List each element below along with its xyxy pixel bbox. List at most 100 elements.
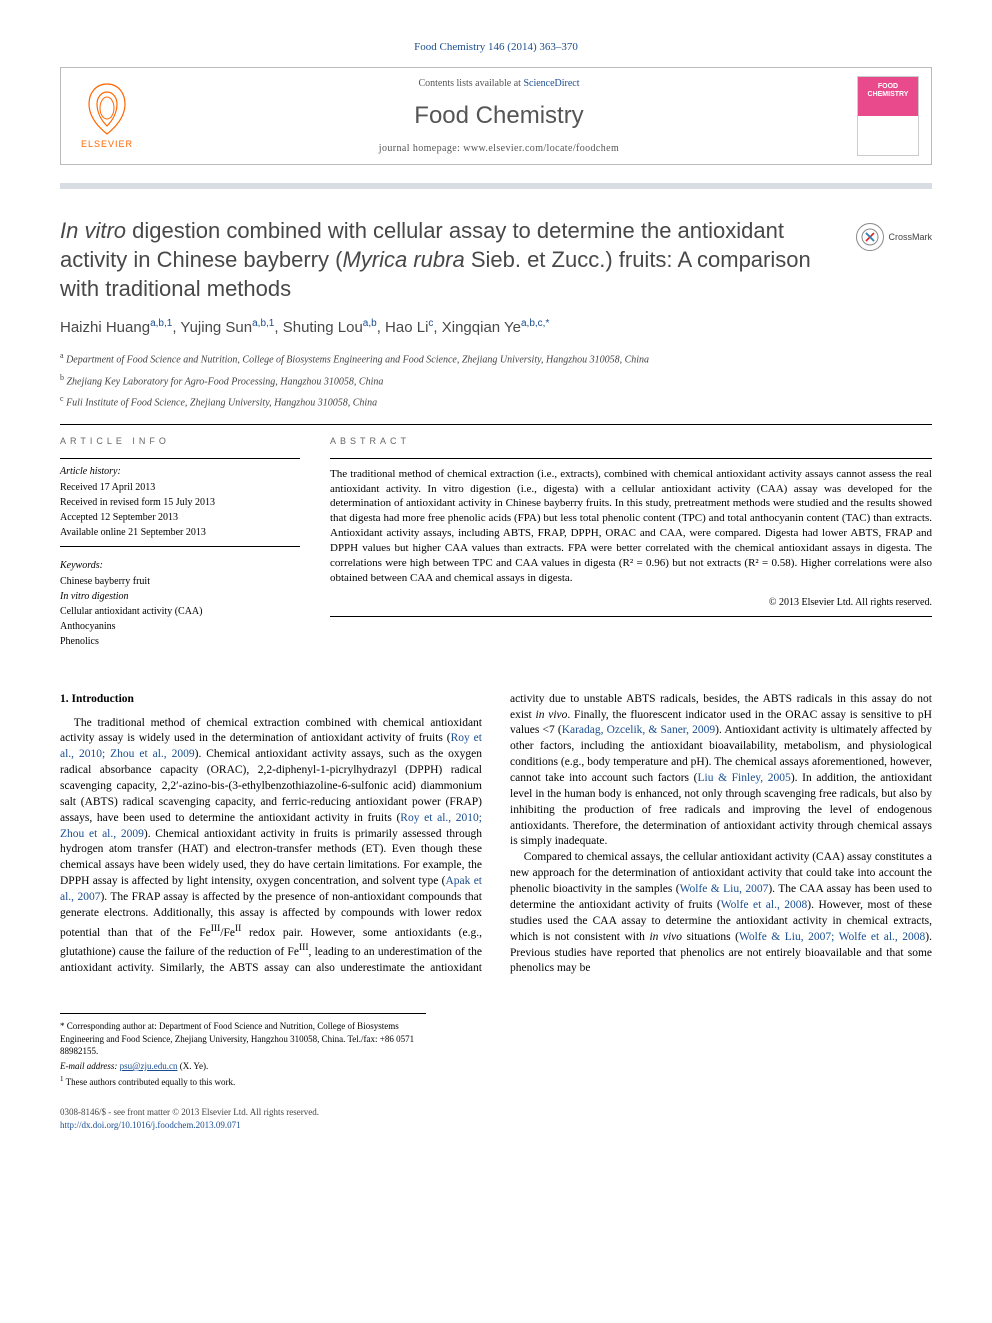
footnote-sup: 1: [60, 1075, 64, 1083]
cover-text-2: CHEMISTRY: [868, 91, 909, 99]
doi-link[interactable]: http://dx.doi.org/10.1016/j.foodchem.201…: [60, 1120, 241, 1130]
info-rule: [60, 458, 300, 459]
bottom-bar: 0308-8146/$ - see front matter © 2013 El…: [60, 1106, 932, 1131]
abstract-head: abstract: [330, 435, 932, 448]
footnote-block: * Corresponding author at: Department of…: [60, 1013, 426, 1088]
email-line: E-mail address: psu@zju.edu.cn (X. Ye).: [60, 1060, 426, 1073]
aff-sup: c: [60, 394, 64, 403]
italic-run: in vivo: [536, 709, 568, 721]
authors-line: Haizhi Huanga,b,1, Yujing Suna,b,1, Shut…: [60, 317, 932, 338]
elsevier-logo-text: ELSEVIER: [81, 138, 133, 151]
aff-text: Fuli Institute of Food Science, Zhejiang…: [66, 397, 377, 408]
homepage-label: journal homepage:: [379, 143, 463, 154]
journal-homepage: journal homepage: www.elsevier.com/locat…: [155, 142, 843, 156]
abstract-col: abstract The traditional method of chemi…: [330, 435, 932, 650]
intro-para-2: Compared to chemical assays, the cellula…: [510, 850, 932, 977]
footnote-text: These authors contributed equally to thi…: [66, 1077, 236, 1087]
doi-line: http://dx.doi.org/10.1016/j.foodchem.201…: [60, 1119, 932, 1132]
history-label: Article history:: [60, 465, 300, 479]
body-columns: 1. Introduction The traditional method o…: [60, 692, 932, 977]
contents-lists-line: Contents lists available at ScienceDirec…: [155, 77, 843, 91]
citation[interactable]: Wolfe et al., 2008: [721, 899, 808, 911]
history-revised: Received in revised form 15 July 2013: [60, 496, 300, 510]
author-name: Hao Li: [385, 319, 428, 336]
citation-reference: Food Chemistry 146 (2014) 363–370: [60, 40, 932, 55]
email-label: E-mail address:: [60, 1061, 120, 1071]
article-title: In vitro digestion combined with cellula…: [60, 217, 932, 303]
author-name: Xingqian Ye: [442, 319, 521, 336]
article-info-head: article info: [60, 435, 300, 448]
aff-text: Department of Food Science and Nutrition…: [66, 355, 649, 366]
author-3: Shuting Loua,b: [283, 319, 377, 336]
issn-line: 0308-8146/$ - see front matter © 2013 El…: [60, 1106, 932, 1119]
aff-sup: a: [60, 351, 64, 360]
email-who: (X. Ye).: [177, 1061, 208, 1071]
author-1: Haizhi Huanga,b,1: [60, 319, 172, 336]
superscript: III: [299, 942, 309, 953]
author-4: Hao Lic: [385, 319, 433, 336]
author-name: Shuting Lou: [283, 319, 363, 336]
history-online: Available online 21 September 2013: [60, 526, 300, 540]
keywords-label: Keywords:: [60, 559, 300, 573]
text-run: /Fe: [220, 927, 235, 939]
equal-contrib: 1 These authors contributed equally to t…: [60, 1075, 426, 1089]
title-italic-2: Myrica rubra: [342, 247, 464, 272]
citation[interactable]: Karadag, Ozcelik, & Saner, 2009: [562, 724, 715, 736]
author-sup: c: [428, 318, 433, 329]
aff-sup: b: [60, 373, 64, 382]
author-2: Yujing Suna,b,1: [180, 319, 274, 336]
journal-header-center: Contents lists available at ScienceDirec…: [155, 77, 843, 157]
article-info-col: article info Article history: Received 1…: [60, 435, 300, 650]
sciencedirect-link[interactable]: ScienceDirect: [523, 78, 579, 89]
affiliation-rule: [60, 424, 932, 425]
author-5: Xingqian Yea,b,c,*: [442, 319, 550, 336]
history-received: Received 17 April 2013: [60, 481, 300, 495]
keyword-2: In vitro digestion: [60, 590, 300, 604]
author-sup: a,b: [363, 318, 377, 329]
footnote-text: * Corresponding author at: Department of…: [60, 1021, 414, 1056]
affiliation-b: b Zhejiang Key Laboratory for Agro-Food …: [60, 372, 932, 389]
keyword-4: Anthocyanins: [60, 620, 300, 634]
abstract-copyright: © 2013 Elsevier Ltd. All rights reserved…: [330, 596, 932, 610]
superscript: III: [211, 923, 221, 934]
contents-prefix: Contents lists available at: [418, 78, 523, 89]
journal-header-box: ELSEVIER Contents lists available at Sci…: [60, 67, 932, 165]
header-rule: [60, 183, 932, 189]
homepage-url: www.elsevier.com/locate/foodchem: [463, 143, 619, 154]
aff-text: Zhejiang Key Laboratory for Agro-Food Pr…: [67, 376, 384, 387]
crossmark-badge[interactable]: CrossMark: [856, 223, 932, 251]
info-rule-2: [60, 546, 300, 547]
elsevier-logo: ELSEVIER: [73, 77, 141, 155]
affiliation-a: a Department of Food Science and Nutriti…: [60, 350, 932, 367]
title-italic-1: In vitro: [60, 218, 126, 243]
text-run: situations (: [682, 931, 739, 943]
journal-cover-thumb: FOOD CHEMISTRY: [857, 76, 919, 156]
citation[interactable]: Wolfe & Liu, 2007; Wolfe et al., 2008: [739, 931, 925, 943]
citation[interactable]: Wolfe & Liu, 2007: [680, 883, 769, 895]
author-sup: a,b,c,*: [521, 318, 549, 329]
corresponding-author: * Corresponding author at: Department of…: [60, 1020, 426, 1058]
keyword-5: Phenolics: [60, 635, 300, 649]
abstract-text: The traditional method of chemical extra…: [330, 467, 932, 586]
abstract-rule-bottom: [330, 616, 932, 617]
italic-run: in vivo: [649, 931, 682, 943]
keyword-text: In vitro digestion: [60, 591, 129, 602]
author-sup: a,b,1: [150, 318, 172, 329]
abstract-rule: [330, 458, 932, 459]
citation[interactable]: Liu & Finley, 2005: [697, 772, 790, 784]
email-link[interactable]: psu@zju.edu.cn: [120, 1061, 178, 1071]
affiliation-c: c Fuli Institute of Food Science, Zhejia…: [60, 393, 932, 410]
cover-text-1: FOOD: [878, 83, 898, 91]
crossmark-label: CrossMark: [888, 232, 932, 244]
journal-title: Food Chemistry: [155, 99, 843, 133]
crossmark-icon: [856, 223, 884, 251]
affiliations: a Department of Food Science and Nutriti…: [60, 350, 932, 410]
author-name: Yujing Sun: [180, 319, 252, 336]
author-sup: a,b,1: [252, 318, 274, 329]
author-name: Haizhi Huang: [60, 319, 150, 336]
info-abstract-row: article info Article history: Received 1…: [60, 435, 932, 650]
keyword-3: Cellular antioxidant activity (CAA): [60, 605, 300, 619]
text-run: The traditional method of chemical extra…: [60, 717, 482, 745]
keyword-1: Chinese bayberry fruit: [60, 575, 300, 589]
history-accepted: Accepted 12 September 2013: [60, 511, 300, 525]
